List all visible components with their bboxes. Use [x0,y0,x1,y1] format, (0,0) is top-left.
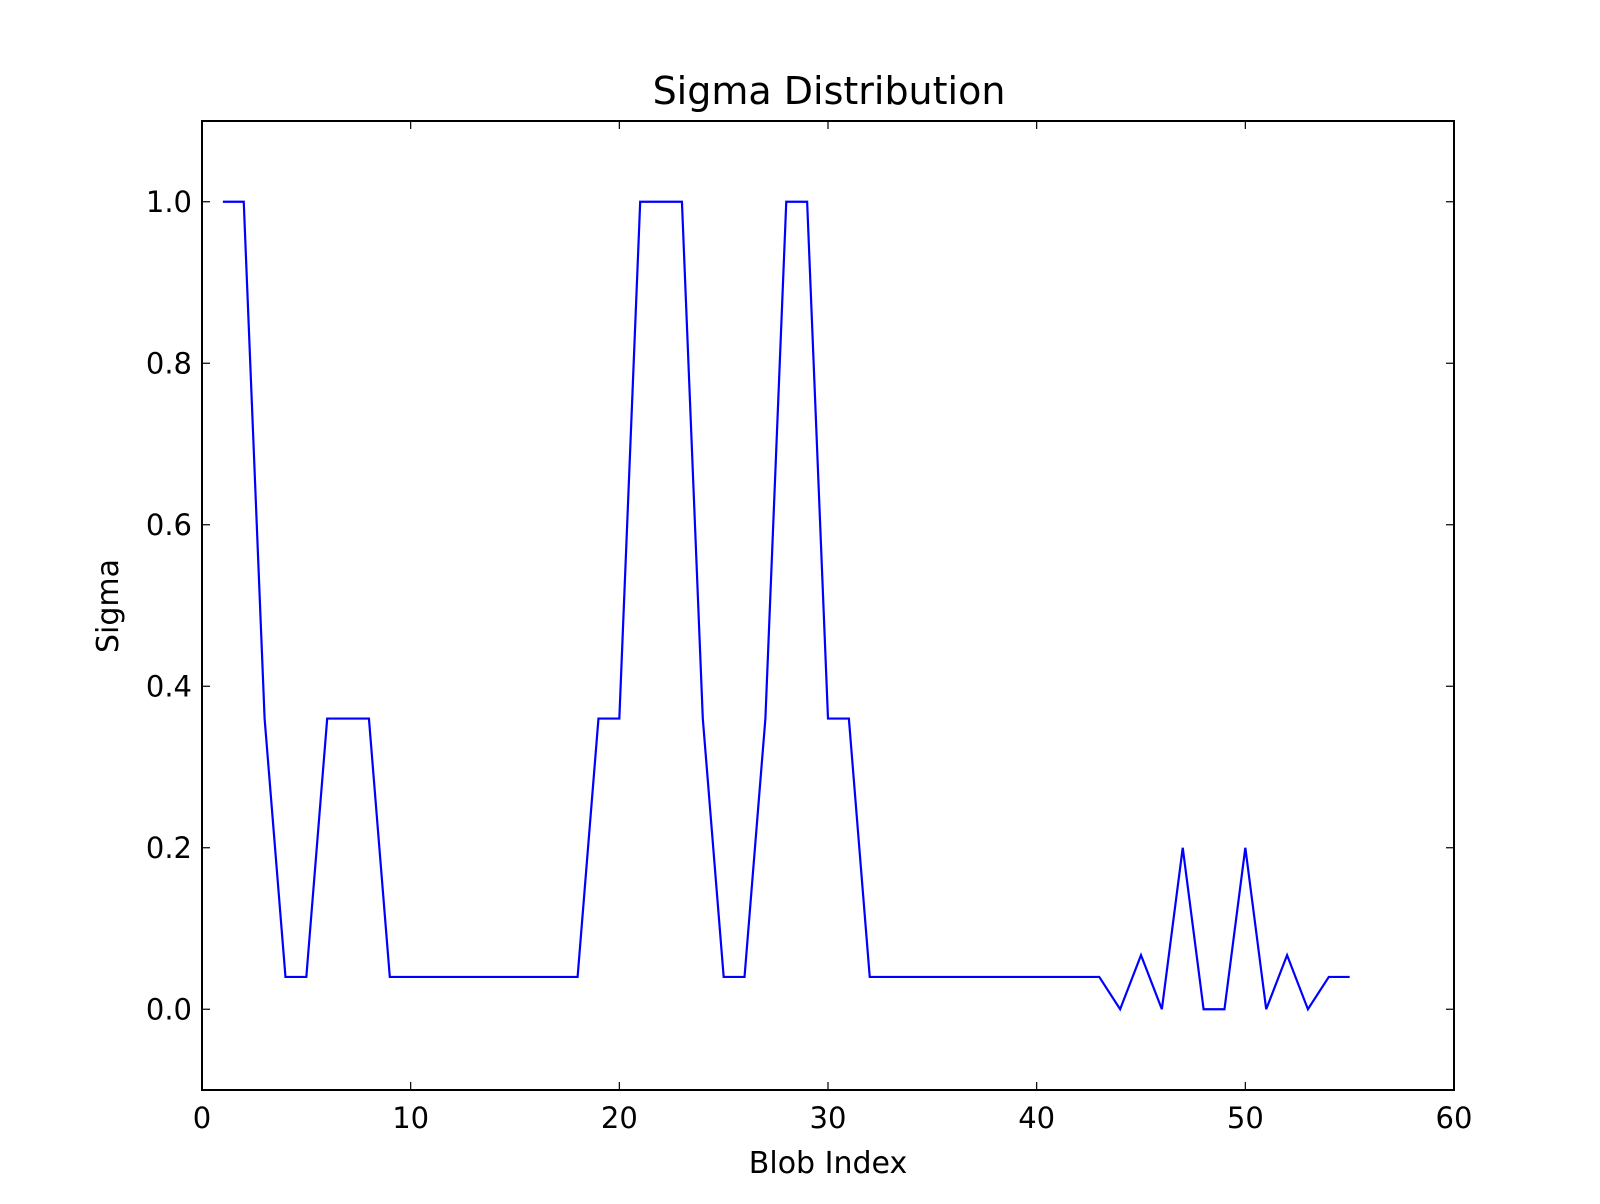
plot-area [201,120,1455,1091]
y-axis-label: Sigma [91,559,126,653]
plot-frame [201,120,1455,1091]
x-tick-label: 30 [810,1101,847,1135]
x-axis-label: Blob Index [749,1146,907,1181]
chart-title: Sigma Distribution [653,69,1006,113]
y-axis: 0.0 0.2 0.4 0.6 0.8 1.0 [146,185,1454,1026]
x-tick-label: 40 [1018,1101,1055,1135]
y-tick-label: 0.2 [146,831,192,865]
x-tick-label: 0 [193,1101,211,1135]
x-tick-label: 20 [601,1101,638,1135]
x-axis: 0 10 20 30 40 50 60 [193,121,1473,1135]
x-tick-label: 60 [1436,1101,1473,1135]
y-tick-label: 0.4 [146,669,192,703]
y-tick-label: 0.0 [146,992,192,1026]
y-tick-label: 0.6 [146,508,192,542]
y-tick-label: 1.0 [146,185,192,219]
x-tick-label: 10 [392,1101,429,1135]
y-tick-label: 0.8 [146,346,192,380]
x-tick-label: 50 [1227,1101,1264,1135]
data-series-line-0 [222,200,1350,1012]
